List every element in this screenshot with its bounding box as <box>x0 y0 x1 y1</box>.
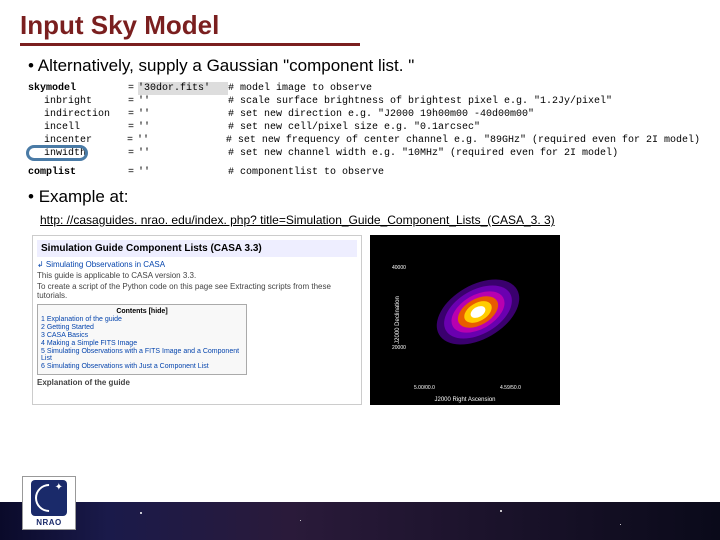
wiki-title: Simulation Guide Component Lists (CASA 3… <box>37 240 357 257</box>
param-skymodel: skymodel <box>24 82 124 95</box>
plot-xlabel: J2000 Right Ascension <box>434 397 495 403</box>
wiki-screenshot: Simulation Guide Component Lists (CASA 3… <box>32 235 362 405</box>
screenshot-row: Simulation Guide Component Lists (CASA 3… <box>32 235 700 405</box>
page-title: Input Sky Model <box>20 10 360 46</box>
code-block: skymodel = '30dor.fits' # model image to… <box>24 82 700 179</box>
bullet-alt: Alternatively, supply a Gaussian "compon… <box>28 56 700 76</box>
param-complist: complist <box>24 166 124 179</box>
example-link[interactable]: http: //casaguides. nrao. edu/index. php… <box>40 213 700 227</box>
footer-bar <box>0 502 720 540</box>
plot-ylabel: J2000 Declination <box>395 296 401 344</box>
bullet-example: Example at: <box>28 187 700 207</box>
wiki-toc: Contents [hide] 1 Explanation of the gui… <box>37 304 247 375</box>
highlight-complist <box>26 145 88 161</box>
plot-image: J2000 Declination J2000 Right Ascension … <box>370 235 560 405</box>
nrao-logo: ✦ NRAO <box>22 476 76 530</box>
val-skymodel: '30dor.fits' <box>138 82 228 95</box>
slide: Input Sky Model Alternatively, supply a … <box>0 0 720 540</box>
dish-icon: ✦ <box>31 480 67 516</box>
